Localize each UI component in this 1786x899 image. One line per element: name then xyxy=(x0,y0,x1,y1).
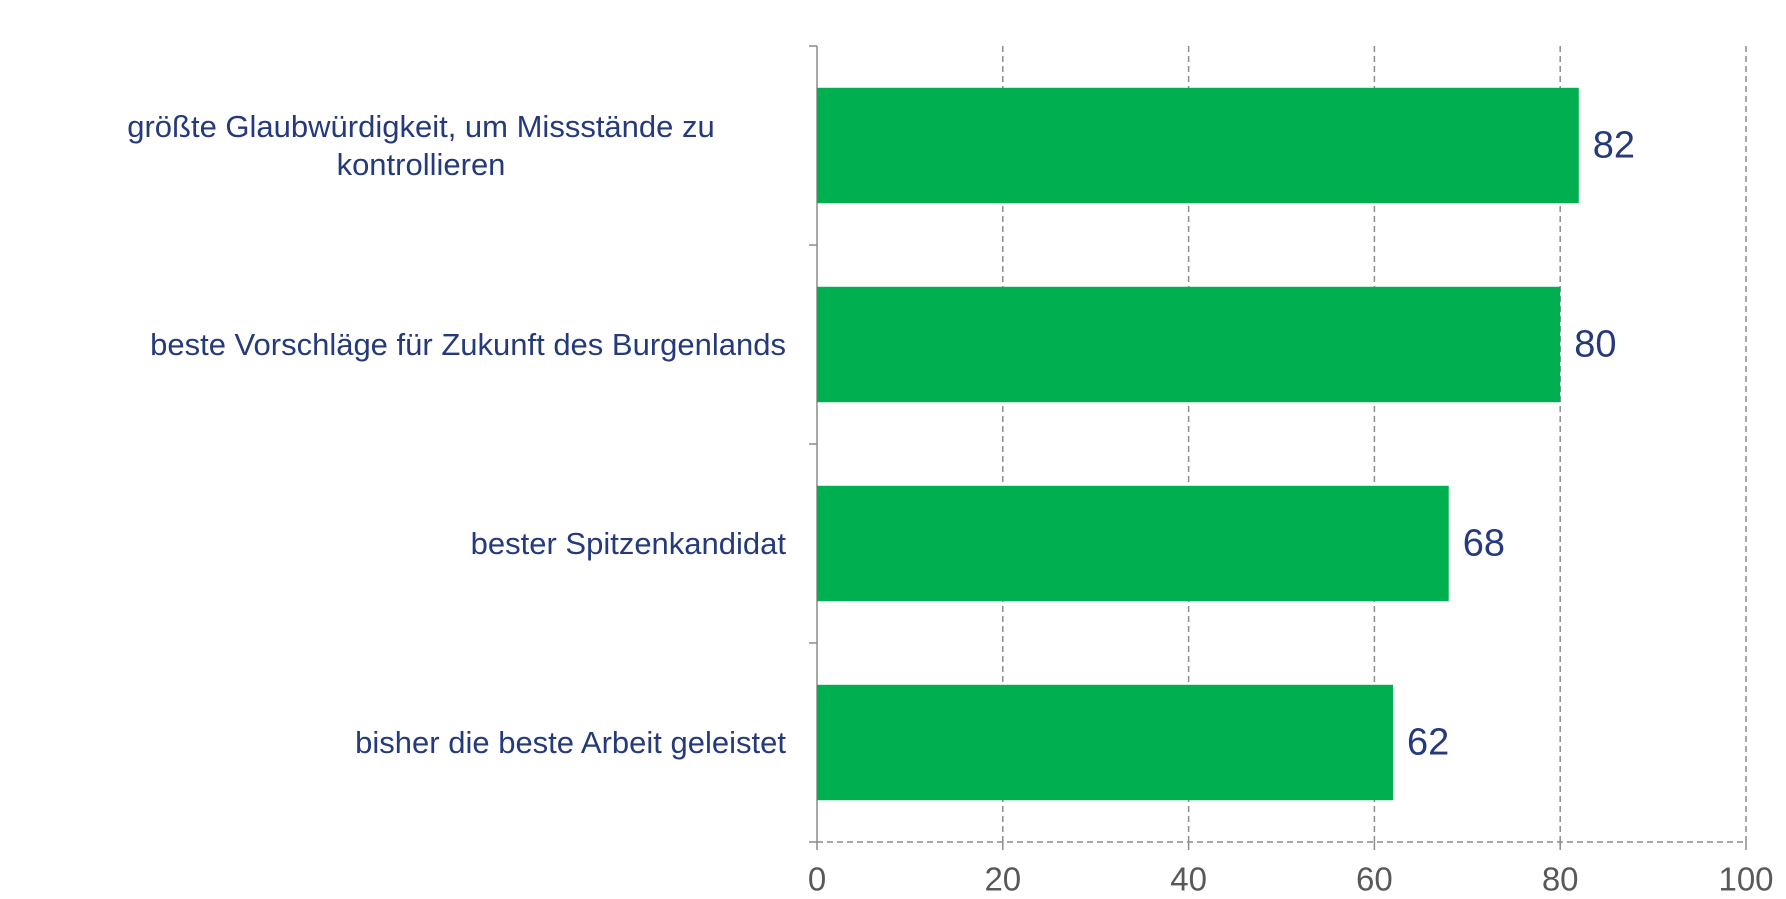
y-tick-label: beste Vorschläge für Zukunft des Burgenl… xyxy=(150,326,786,362)
y-tick-label: bester Spitzenkandidat xyxy=(470,525,786,561)
value-label: 82 xyxy=(1593,125,1635,167)
y-tick-label: bisher die beste Arbeit geleistet xyxy=(355,724,786,760)
value-label: 62 xyxy=(1407,722,1449,764)
category-label-box: bester Spitzenkandidat xyxy=(471,444,786,643)
x-tick-label: 100 xyxy=(1718,861,1773,898)
x-tick-label: 20 xyxy=(984,861,1021,898)
x-tick-label: 0 xyxy=(808,861,826,898)
bar xyxy=(817,286,1561,403)
bar xyxy=(817,684,1393,801)
x-tick-label: 60 xyxy=(1356,861,1393,898)
value-label: 68 xyxy=(1463,523,1505,565)
category-label-box: bisher die beste Arbeit geleistet xyxy=(355,643,786,842)
category-label-box: beste Vorschläge für Zukunft des Burgenl… xyxy=(150,245,786,444)
bar xyxy=(817,87,1579,204)
x-tick-label: 40 xyxy=(1170,861,1207,898)
value-label: 80 xyxy=(1574,324,1616,366)
y-tick-label: größte Glaubwürdigkeit, um Missstände zu… xyxy=(127,108,715,182)
category-label-box: größte Glaubwürdigkeit, um Missstände zu… xyxy=(56,46,786,245)
bar xyxy=(817,485,1449,602)
x-tick-label: 80 xyxy=(1542,861,1579,898)
